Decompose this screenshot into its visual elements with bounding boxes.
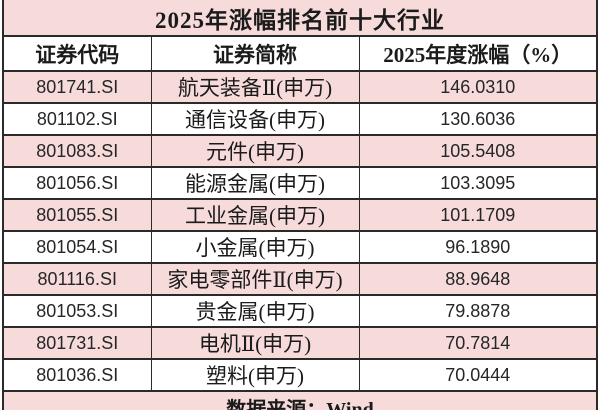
security-name: 通信设备(申万) (150, 102, 360, 136)
table-title-row: 2025年涨幅排名前十大行业 (2, 0, 598, 37)
security-code: 801053.SI (2, 294, 152, 328)
security-name: 家电零部件Ⅱ(申万) (150, 262, 360, 296)
header-annual-gain: 2025年度涨幅（%） (358, 35, 598, 72)
security-code: 801116.SI (2, 262, 152, 296)
security-code: 801036.SI (2, 358, 152, 392)
table-row: 801741.SI 航天装备Ⅱ(申万) 146.0310 (2, 70, 598, 104)
header-security-name: 证券简称 (150, 35, 360, 72)
table-row: 801036.SI 塑料(申万) 70.0444 (2, 358, 598, 392)
annual-gain-value: 96.1890 (358, 230, 598, 264)
security-code: 801741.SI (2, 70, 152, 104)
annual-gain-value: 130.6036 (358, 102, 598, 136)
security-name: 小金属(申万) (150, 230, 360, 264)
security-name: 能源金属(申万) (150, 166, 360, 200)
annual-gain-value: 101.1709 (358, 198, 598, 232)
security-code: 801055.SI (2, 198, 152, 232)
table-row: 801102.SI 通信设备(申万) 130.6036 (2, 102, 598, 136)
table-row: 801083.SI 元件(申万) 105.5408 (2, 134, 598, 168)
data-source: 数据来源：Wind (2, 390, 598, 410)
security-code: 801083.SI (2, 134, 152, 168)
table-row: 801056.SI 能源金属(申万) 103.3095 (2, 166, 598, 200)
security-code: 801054.SI (2, 230, 152, 264)
table-header-row: 证券代码 证券简称 2025年度涨幅（%） (2, 35, 598, 72)
security-name: 贵金属(申万) (150, 294, 360, 328)
annual-gain-value: 70.0444 (358, 358, 598, 392)
annual-gain-value: 103.3095 (358, 166, 598, 200)
security-name: 塑料(申万) (150, 358, 360, 392)
table-row: 801116.SI 家电零部件Ⅱ(申万) 88.9648 (2, 262, 598, 296)
security-name: 航天装备Ⅱ(申万) (150, 70, 360, 104)
annual-gain-value: 88.9648 (358, 262, 598, 296)
header-security-code: 证券代码 (2, 35, 152, 72)
security-code: 801102.SI (2, 102, 152, 136)
security-name: 元件(申万) (150, 134, 360, 168)
annual-gain-value: 105.5408 (358, 134, 598, 168)
table-title: 2025年涨幅排名前十大行业 (2, 0, 598, 37)
table-row: 801731.SI 电机Ⅱ(申万) 70.7814 (2, 326, 598, 360)
table-row: 801054.SI 小金属(申万) 96.1890 (2, 230, 598, 264)
security-code: 801731.SI (2, 326, 152, 360)
table-row: 801053.SI 贵金属(申万) 79.8878 (2, 294, 598, 328)
security-name: 工业金属(申万) (150, 198, 360, 232)
table-footer-row: 数据来源：Wind (2, 390, 598, 410)
annual-gain-value: 79.8878 (358, 294, 598, 328)
table-row: 801055.SI 工业金属(申万) 101.1709 (2, 198, 598, 232)
security-name: 电机Ⅱ(申万) (150, 326, 360, 360)
annual-gain-value: 70.7814 (358, 326, 598, 360)
security-code: 801056.SI (2, 166, 152, 200)
annual-gain-value: 146.0310 (358, 70, 598, 104)
